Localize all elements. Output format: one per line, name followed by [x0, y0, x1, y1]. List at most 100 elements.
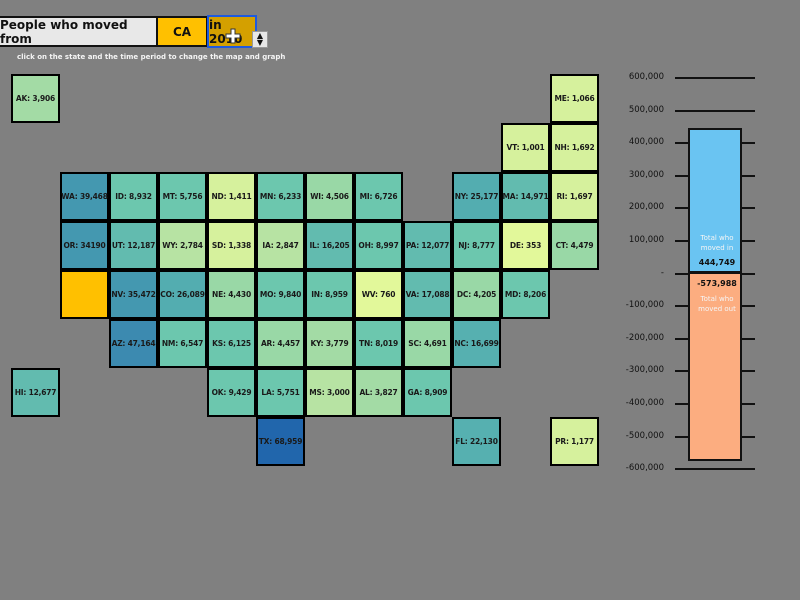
- y-axis-tick-label: -100,000: [625, 300, 664, 311]
- state-tile-label: PA: 12,077: [405, 241, 450, 250]
- state-tile-ak[interactable]: AK: 3,906: [11, 74, 60, 123]
- state-tile-ut[interactable]: UT: 12,187: [109, 221, 158, 270]
- state-tile-ok[interactable]: OK: 9,429: [207, 368, 256, 417]
- year-spinner[interactable]: ▲ ▼: [252, 31, 268, 48]
- state-tile-hi[interactable]: HI: 12,677: [11, 368, 60, 417]
- state-tile-label: KY: 3,779: [310, 339, 349, 348]
- state-tile-fl[interactable]: FL: 22,130: [452, 417, 501, 466]
- state-tile-mi[interactable]: MI: 6,726: [354, 172, 403, 221]
- state-tile-tx[interactable]: TX: 68,959: [256, 417, 305, 466]
- state-tile-label: SC: 4,691: [408, 339, 447, 348]
- state-tile-label: NC: 16,699: [454, 339, 499, 348]
- y-axis-tick-label: 100,000: [628, 235, 664, 245]
- y-axis-tick-label: 200,000: [628, 202, 664, 213]
- state-tile-label: MI: 6,726: [359, 192, 398, 201]
- state-tile-sc[interactable]: SC: 4,691: [403, 319, 452, 368]
- selected-state-text: CA: [172, 24, 192, 39]
- state-tile-label: TN: 8,019: [359, 339, 398, 348]
- year-selector[interactable]: in 2010: [207, 15, 257, 48]
- y-axis-tick-label: -300,000: [625, 365, 664, 376]
- moved-out-bar[interactable]: -573,988 Total who moved out: [688, 272, 742, 461]
- state-tile-mn[interactable]: MN: 6,233: [256, 172, 305, 221]
- state-tile-il[interactable]: IL: 16,205: [305, 221, 354, 270]
- state-tile-mo[interactable]: MO: 9,840: [256, 270, 305, 319]
- state-tile-de[interactable]: DE: 353: [501, 221, 550, 270]
- state-tile-label: NH: 1,692: [554, 143, 595, 152]
- state-tile-ia[interactable]: IA: 2,847: [256, 221, 305, 270]
- state-tile-wv[interactable]: WV: 760: [354, 270, 403, 319]
- state-tile-md[interactable]: MD: 8,206: [501, 270, 550, 319]
- state-tile-oh[interactable]: OH: 8,997: [354, 221, 403, 270]
- state-tile-pr[interactable]: PR: 1,177: [550, 417, 599, 466]
- state-tile-label: KS: 6,125: [212, 339, 251, 348]
- state-tile-label: GA: 8,909: [407, 388, 448, 397]
- state-tile-ny[interactable]: NY: 25,177: [452, 172, 501, 221]
- state-tile-tn[interactable]: TN: 8,019: [354, 319, 403, 368]
- moved-in-bar[interactable]: Total who moved in 444,749: [688, 128, 742, 273]
- state-tile-ky[interactable]: KY: 3,779: [305, 319, 354, 368]
- state-tile-wy[interactable]: WY: 2,784: [158, 221, 207, 270]
- spinner-down-icon[interactable]: ▼: [256, 38, 264, 47]
- state-tile-label: MO: 9,840: [259, 290, 302, 299]
- state-tile-pa[interactable]: PA: 12,077: [403, 221, 452, 270]
- state-tile-nh[interactable]: NH: 1,692: [550, 123, 599, 172]
- state-tile-label: OR: 34190: [63, 241, 106, 250]
- spinner-up-icon[interactable]: ▲: [256, 31, 264, 40]
- state-tile-co[interactable]: CO: 26,089: [158, 270, 207, 319]
- state-tile-in[interactable]: IN: 8,959: [305, 270, 354, 319]
- state-tile-nm[interactable]: NM: 6,547: [158, 319, 207, 368]
- state-tile-ks[interactable]: KS: 6,125: [207, 319, 256, 368]
- state-tile-label: HI: 12,677: [14, 388, 57, 397]
- state-tile-nj[interactable]: NJ: 8,777: [452, 221, 501, 270]
- state-tile-wi[interactable]: WI: 4,506: [305, 172, 354, 221]
- state-tile-nv[interactable]: NV: 35,472: [109, 270, 158, 319]
- state-tile-ms[interactable]: MS: 3,000: [305, 368, 354, 417]
- state-tile-label: AZ: 47,164: [111, 339, 156, 348]
- state-selector[interactable]: CA: [158, 16, 208, 47]
- state-tile-ga[interactable]: GA: 8,909: [403, 368, 452, 417]
- moved-in-label-1: Total who: [700, 234, 734, 242]
- state-tile-label: NE: 4,430: [212, 290, 251, 299]
- state-tile-ca[interactable]: [60, 270, 109, 319]
- state-tile-label: FL: 22,130: [455, 437, 498, 446]
- state-tile-or[interactable]: OR: 34190: [60, 221, 109, 270]
- state-tile-nd[interactable]: ND: 1,411: [207, 172, 256, 221]
- state-tile-al[interactable]: AL: 3,827: [354, 368, 403, 417]
- moved-out-label-1: Total who: [700, 295, 734, 303]
- state-tile-label: WV: 760: [361, 290, 396, 299]
- state-tile-label: RI: 1,697: [556, 192, 593, 201]
- state-tile-id[interactable]: ID: 8,932: [109, 172, 158, 221]
- gridline: [675, 109, 755, 112]
- state-tile-label: ID: 8,932: [115, 192, 152, 201]
- state-tile-wa[interactable]: WA: 39,468: [60, 172, 109, 221]
- y-axis-tick-label: -: [660, 267, 664, 278]
- state-tile-label: CT: 4,479: [555, 241, 594, 250]
- gridline: [675, 77, 755, 79]
- state-tile-ne[interactable]: NE: 4,430: [207, 270, 256, 319]
- state-tile-label: NY: 25,177: [454, 192, 499, 201]
- y-axis-tick-label: -400,000: [625, 398, 664, 408]
- state-tile-az[interactable]: AZ: 47,164: [109, 319, 158, 368]
- state-tile-label: VA: 17,088: [405, 290, 450, 299]
- state-tile-ri[interactable]: RI: 1,697: [550, 172, 599, 221]
- selected-year-text: in 2010: [209, 17, 243, 46]
- state-tile-me[interactable]: ME: 1,066: [550, 74, 599, 123]
- state-tile-ar[interactable]: AR: 4,457: [256, 319, 305, 368]
- prefix-text: People who moved from: [0, 17, 128, 46]
- moved-out-value: -573,988: [697, 279, 737, 288]
- moved-in-value: 444,749: [698, 258, 736, 267]
- state-tile-ma[interactable]: MA: 14,971: [501, 172, 550, 221]
- state-tile-la[interactable]: LA: 5,751: [256, 368, 305, 417]
- state-tile-va[interactable]: VA: 17,088: [403, 270, 452, 319]
- y-axis-tick-label: -200,000: [625, 332, 664, 343]
- state-tile-vt[interactable]: VT: 1,001: [501, 123, 550, 172]
- state-tile-label: NM: 6,547: [161, 339, 204, 348]
- state-tile-sd[interactable]: SD: 1,338: [207, 221, 256, 270]
- state-tile-dc[interactable]: DC: 4,205: [452, 270, 501, 319]
- state-tile-mt[interactable]: MT: 5,756: [158, 172, 207, 221]
- state-tile-label: ME: 1,066: [554, 94, 595, 103]
- state-tile-ct[interactable]: CT: 4,479: [550, 221, 599, 270]
- moved-in-label-2: moved in: [700, 244, 734, 252]
- state-tile-label: OH: 8,997: [358, 241, 399, 250]
- state-tile-nc[interactable]: NC: 16,699: [452, 319, 501, 368]
